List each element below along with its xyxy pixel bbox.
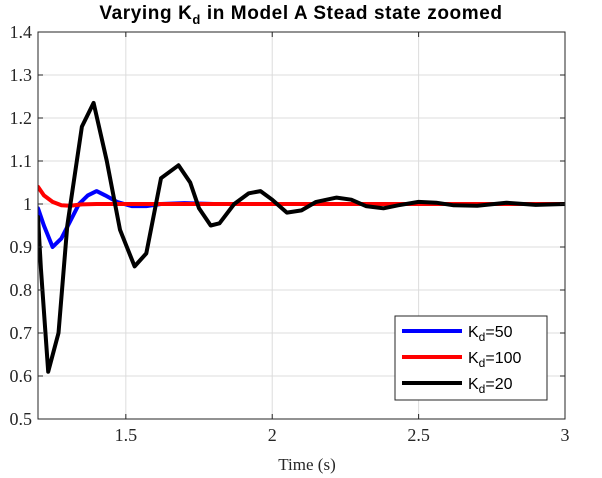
- y-tick-label: 0.9: [10, 237, 33, 257]
- legend-label: Kd=100: [468, 350, 522, 370]
- y-tick-label: 0.5: [10, 409, 33, 429]
- x-tick-label: 2: [268, 425, 277, 445]
- y-tick-label: 0.8: [10, 280, 33, 300]
- y-tick-label: 1.1: [10, 151, 33, 171]
- x-tick-label: 1.5: [115, 425, 138, 445]
- legend-label: Kd=20: [468, 376, 513, 396]
- x-axis-label: Time (s): [278, 455, 335, 474]
- legend: Kd=50 Kd=100 Kd=20: [394, 315, 548, 401]
- series-line-kd-20: [38, 100, 565, 374]
- y-tick-label: 1: [23, 194, 32, 214]
- plot-series: [38, 100, 565, 374]
- chart-title-sub: d: [192, 12, 201, 27]
- x-tick-label: 2.5: [407, 425, 430, 445]
- plot-frame: [37, 31, 566, 420]
- series-line-kd-100: [38, 184, 565, 208]
- y-tick-label: 1.2: [10, 108, 33, 128]
- axis-ticks: 1.5 2 2.5 3 0.5 0.6 0.7 0.8 0.9 1 1.1 1.2 1.3 1.4: [10, 22, 570, 445]
- chart-title: Varying Kd in Model A Stead state zoomed: [99, 3, 502, 27]
- y-tick-label: 0.7: [10, 323, 33, 343]
- y-tick-label: 1.4: [10, 22, 33, 42]
- chart-title-post: in Model A Stead state zoomed: [201, 3, 503, 24]
- chart-title-pre: Varying K: [99, 3, 192, 24]
- legend-label: Kd=50: [468, 324, 513, 344]
- y-tick-label: 1.3: [10, 65, 33, 85]
- y-tick-label: 0.6: [10, 366, 33, 386]
- x-tick-label: 3: [561, 425, 570, 445]
